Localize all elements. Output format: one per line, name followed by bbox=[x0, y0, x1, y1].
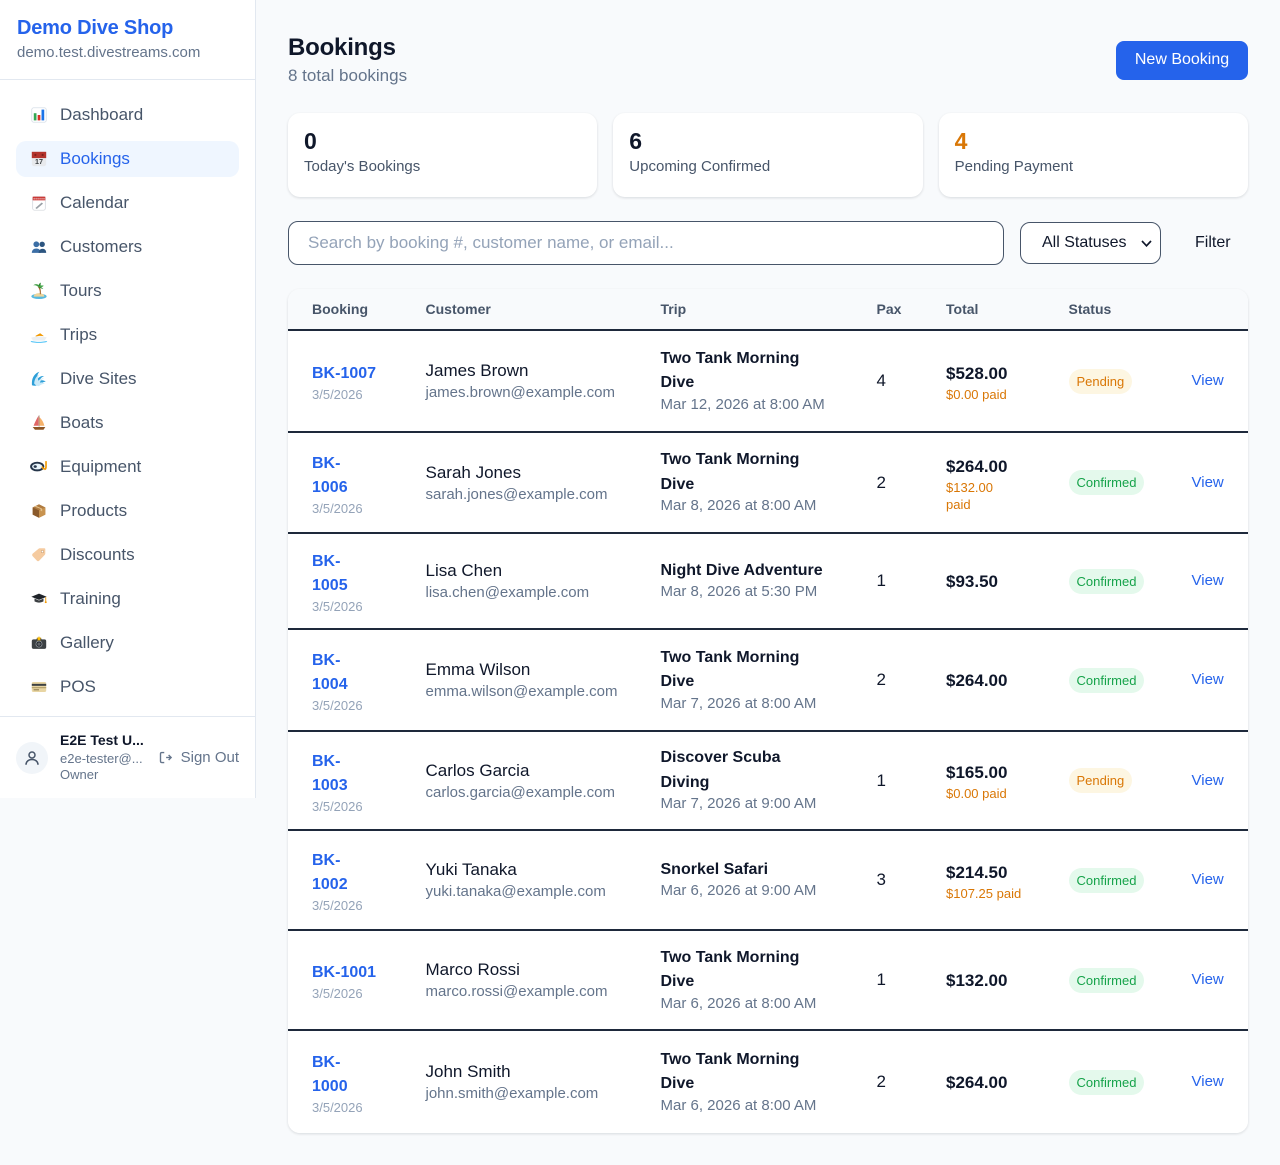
svg-text:17: 17 bbox=[35, 157, 43, 166]
